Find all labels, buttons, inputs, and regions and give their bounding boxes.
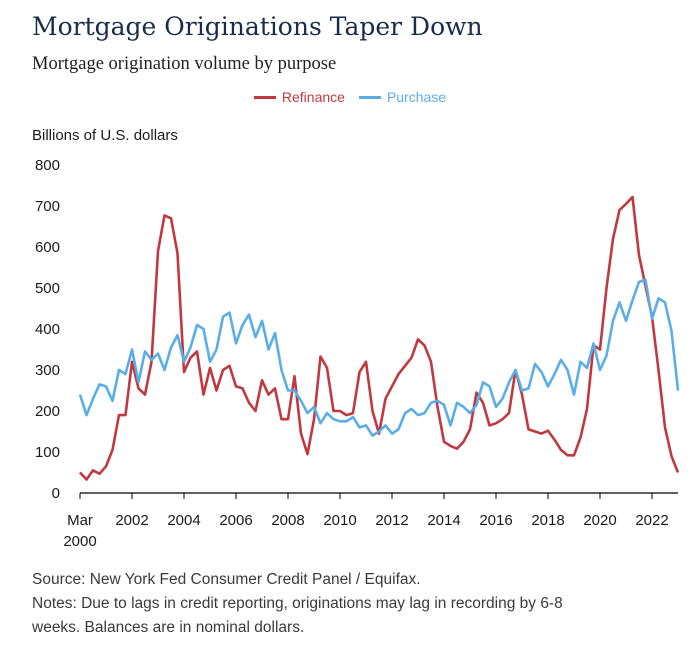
x-tick-label: Mar [67,512,93,529]
y-tick-label: 300 [35,362,60,379]
x-tick-label: 2016 [479,512,512,529]
y-tick-label: 200 [35,403,60,420]
source-text: Source: New York Fed Consumer Credit Pan… [32,571,421,588]
x-tick-label-secondary: 2000 [63,533,96,550]
x-tick-label: 2010 [323,512,356,529]
notes-block: Source: New York Fed Consumer Credit Pan… [32,568,672,640]
chart-title: Mortgage Originations Taper Down [32,12,483,41]
series-line-refinance [79,195,680,481]
x-axis-ticks: Mar 2000 2002 2004 2006 2008 2010 2012 2014 2016 2… [63,493,669,550]
x-tick-label: 2018 [531,512,564,529]
y-tick-label: 0 [52,485,60,502]
series-line-purchase [78,278,680,437]
notes-text-line2: weeks. Balances are in nominal dollars. [32,619,305,636]
legend-swatch-refinance [253,95,276,99]
legend-item-purchase: Purchase [358,89,447,105]
x-tick-label: 2006 [219,512,252,529]
y-tick-label: 800 [35,157,60,174]
legend-swatch-purchase [358,95,381,99]
legend-item-refinance: Refinance [253,89,345,105]
x-tick-label: 2014 [427,512,460,529]
x-tick-label: 2020 [583,512,616,529]
y-tick-label: 500 [35,280,60,297]
x-tick-label: 2008 [271,512,304,529]
series-lines [78,195,680,481]
y-tick-label: 600 [35,239,60,256]
y-tick-label: 400 [35,321,60,338]
x-tick-label: 2004 [167,512,200,529]
legend-label-purchase: Purchase [386,89,447,105]
legend: Refinance Purchase [0,89,700,105]
chart-subtitle: Mortgage origination volume by purpose [32,54,337,74]
legend-label-refinance: Refinance [281,89,345,105]
y-tick-label: 100 [35,444,60,461]
y-axis-ticks: 0 100 200 300 400 500 600 700 800 [35,157,60,502]
x-tick-label: 2022 [635,512,668,529]
x-tick-label: 2002 [115,512,148,529]
notes-text-line1: Notes: Due to lags in credit reporting, … [32,595,563,612]
x-tick-label: 2012 [375,512,408,529]
y-axis-label: Billions of U.S. dollars [32,127,178,144]
y-tick-label: 700 [35,198,60,215]
line-chart: 0 100 200 300 400 500 600 700 800 Mar 2000 2002 200… [35,157,680,550]
